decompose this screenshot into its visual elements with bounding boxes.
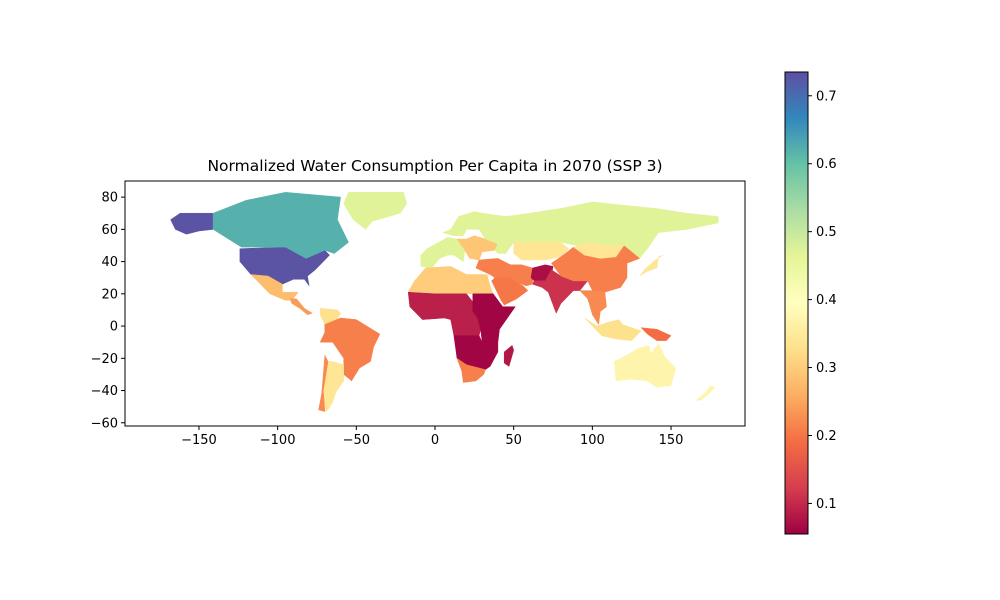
region-india [532, 269, 589, 314]
x-tick-label: 150 [659, 433, 684, 448]
y-axis: 80 60 40 20 0 −20 −40 −60 [91, 191, 125, 431]
colorbar-ticks: 0.1 0.2 0.3 0.4 0.5 0.6 0.7 [808, 89, 837, 512]
region-saudi-arabia [491, 277, 529, 306]
colorbar-tick-label: 0.1 [816, 497, 837, 512]
x-tick-label: 50 [505, 433, 522, 448]
region-mongolia [572, 242, 625, 259]
colorbar-frame [784, 71, 809, 535]
colorbar-tick-label: 0.2 [816, 429, 837, 444]
region-australia [614, 343, 677, 388]
x-axis: −150 −100 −50 0 50 100 150 [181, 426, 683, 448]
region-mexico [250, 274, 299, 301]
region-southeast-asia [579, 290, 607, 326]
y-tick-label: −20 [91, 352, 118, 367]
y-tick-label: 60 [101, 223, 118, 238]
x-tick-label: −50 [343, 433, 370, 448]
y-tick-label: 80 [101, 191, 118, 206]
region-greenland [343, 192, 407, 230]
region-indonesia [584, 317, 642, 341]
region-north-africa [407, 266, 494, 295]
x-tick-label: −100 [260, 433, 296, 448]
colorbar-tick-label: 0.3 [816, 361, 837, 376]
colorbar-tick-label: 0.6 [816, 157, 837, 172]
y-tick-label: 0 [110, 320, 118, 335]
colorbar-tick-label: 0.4 [816, 293, 837, 308]
y-tick-label: 40 [101, 255, 118, 270]
region-scandinavia [442, 211, 483, 237]
region-madagascar [503, 344, 514, 367]
x-tick-label: −150 [181, 433, 217, 448]
region-brazil [319, 317, 381, 382]
x-tick-label: 100 [580, 433, 605, 448]
y-tick-label: −60 [91, 416, 118, 431]
region-alaska [170, 212, 214, 235]
region-japan [639, 254, 664, 277]
region-chile [318, 354, 329, 412]
region-papua-new-guinea [640, 327, 672, 341]
region-new-zealand [695, 385, 716, 401]
region-west-africa [407, 291, 481, 336]
region-central-america [289, 298, 313, 316]
y-tick-label: 20 [101, 287, 118, 302]
colorbar-tick-label: 0.7 [816, 89, 837, 104]
colorbar-gradient [785, 72, 808, 534]
y-tick-label: −40 [91, 384, 118, 399]
region-russia [478, 201, 719, 259]
region-western-europe [420, 237, 466, 269]
chart-title: Normalized Water Consumption Per Capita … [207, 157, 662, 175]
x-tick-label: 0 [431, 433, 439, 448]
colorbar: 0.1 0.2 0.3 0.4 0.5 0.6 0.7 [784, 71, 837, 535]
region-south-africa [456, 357, 486, 383]
colorbar-tick-label: 0.5 [816, 225, 837, 240]
region-canada [212, 192, 349, 259]
world-map [170, 192, 719, 412]
